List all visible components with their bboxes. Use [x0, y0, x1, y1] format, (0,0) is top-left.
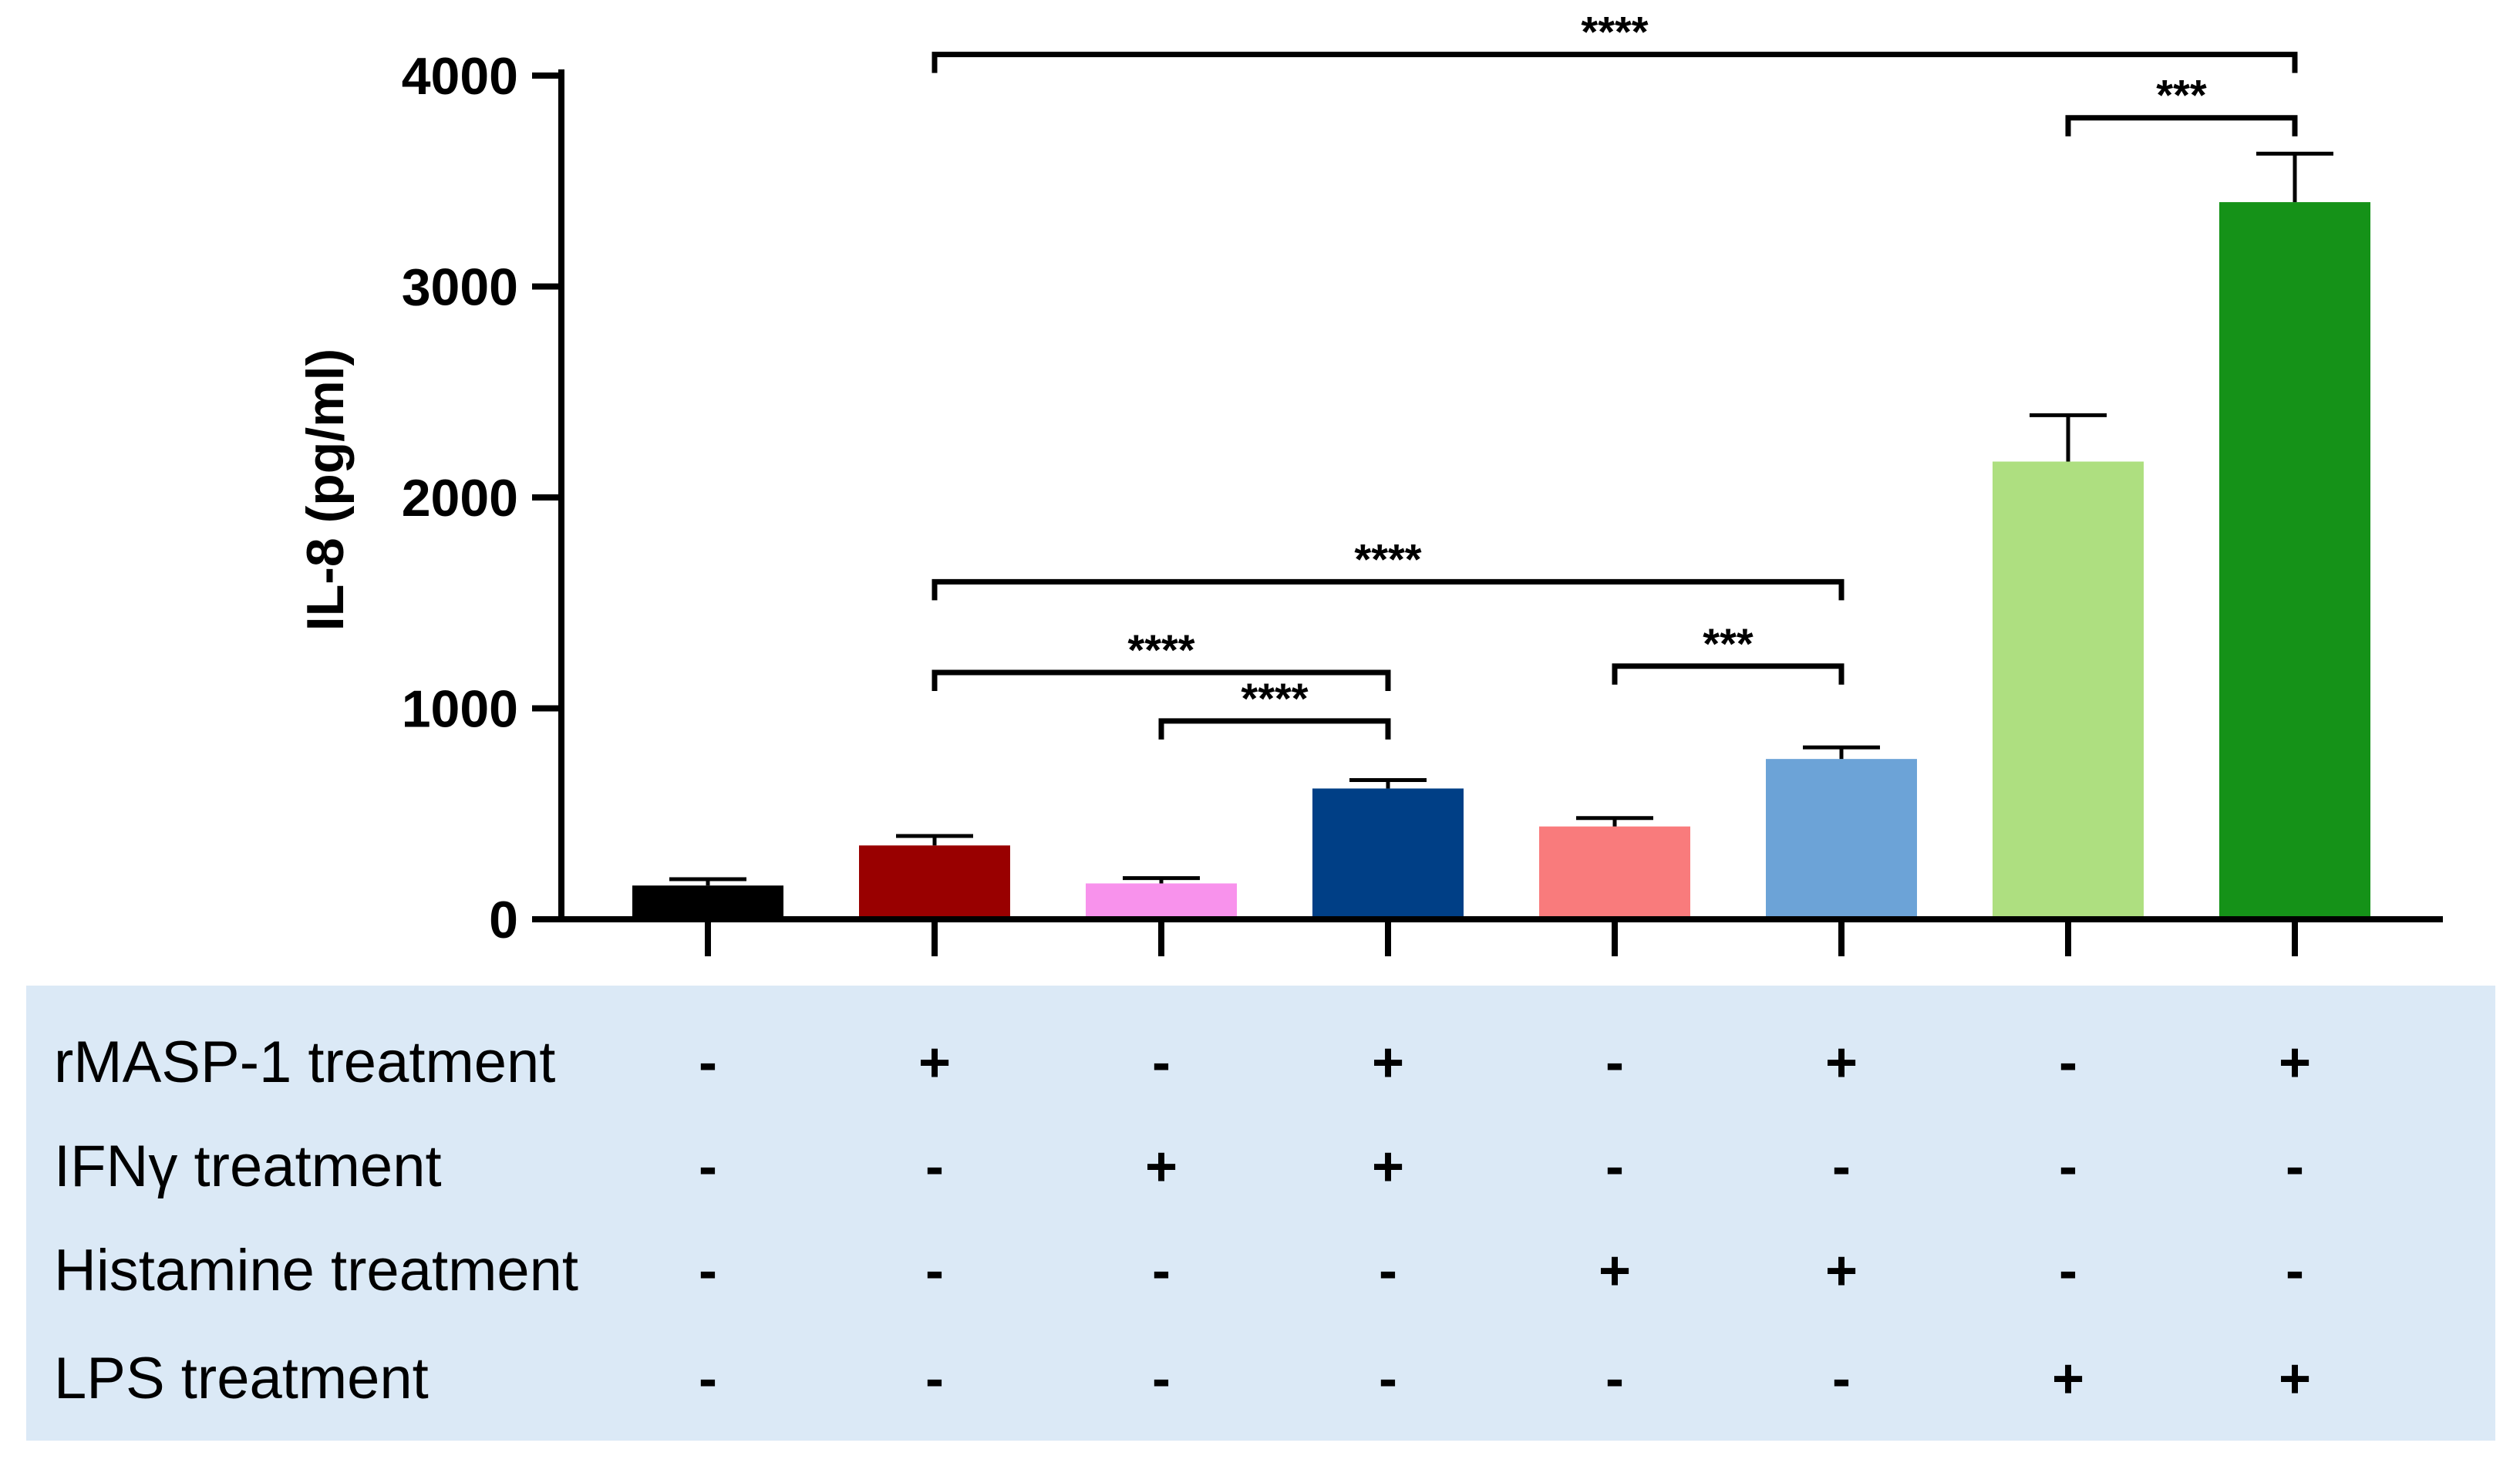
- y-axis-ticks: 0 1000 2000 3000 4000: [402, 47, 561, 949]
- treatment-row-label: Histamine treatment: [54, 1238, 579, 1303]
- significance-label: ****: [1241, 674, 1308, 723]
- significance-bracket: [1612, 663, 1845, 685]
- treatment-cell: +: [1144, 1136, 1178, 1198]
- significance-label: ****: [1581, 8, 1648, 56]
- bar-8: [2219, 202, 2370, 920]
- bar-6: [1766, 759, 1917, 919]
- significance-bracket: [2065, 115, 2298, 137]
- treatment-cell: -: [699, 1348, 717, 1410]
- treatment-cell: +: [1598, 1240, 1632, 1302]
- treatment-cell: -: [1605, 1348, 1624, 1410]
- treatment-cell: -: [1605, 1032, 1624, 1094]
- y-tick-label: 4000: [402, 47, 518, 106]
- treatment-cell: -: [2286, 1240, 2304, 1302]
- treatment-cell: +: [2278, 1348, 2312, 1410]
- treatment-cell: -: [1152, 1032, 1171, 1094]
- treatment-cell: +: [2278, 1032, 2312, 1094]
- bar-4: [1312, 788, 1464, 919]
- bar-1: [632, 885, 783, 919]
- y-axis-label: IL-8 (pg/ml): [296, 349, 355, 631]
- treatment-cell: -: [699, 1240, 717, 1302]
- treatment-cell: -: [1379, 1348, 1397, 1410]
- treatment-cell: -: [1152, 1348, 1171, 1410]
- treatment-cell: +: [1371, 1136, 1405, 1198]
- significance-label: ****: [1127, 625, 1194, 674]
- treatment-cell: -: [699, 1032, 717, 1094]
- treatment-cell: -: [699, 1136, 717, 1198]
- bar-3: [1086, 883, 1237, 919]
- significance-bracket: [932, 578, 1845, 601]
- significance-label: ***: [1703, 619, 1754, 668]
- treatment-cell: -: [1152, 1240, 1171, 1302]
- treatment-cell: -: [1605, 1136, 1624, 1198]
- x-axis-ticks: [705, 922, 2298, 956]
- treatment-cell: -: [2059, 1136, 2077, 1198]
- treatment-cell: -: [925, 1348, 944, 1410]
- treatment-row: LPS treatment - - - - - - + +: [26, 1333, 2495, 1425]
- treatment-cell: +: [1824, 1032, 1858, 1094]
- y-tick-label: 1000: [402, 680, 518, 739]
- treatment-cell: +: [1824, 1240, 1858, 1302]
- significance-bracket: [932, 52, 2298, 73]
- treatment-cell: -: [1379, 1240, 1397, 1302]
- treatment-cell: +: [1371, 1032, 1405, 1094]
- treatment-cell: -: [1832, 1348, 1851, 1410]
- treatment-cell: -: [925, 1240, 944, 1302]
- significance-label: ***: [2156, 71, 2207, 120]
- bar-7: [1993, 461, 2144, 919]
- bar-2: [859, 845, 1010, 919]
- bars: [632, 202, 2370, 920]
- treatment-cell: -: [1832, 1136, 1851, 1198]
- treatment-row: Histamine treatment - - - - + + - -: [26, 1225, 2495, 1317]
- treatment-row: rMASP-1 treatment - + - + - + - +: [26, 1016, 2495, 1109]
- treatment-cell: +: [2051, 1348, 2085, 1410]
- treatment-cell: -: [2059, 1032, 2077, 1094]
- treatment-row-label: rMASP-1 treatment: [54, 1030, 556, 1095]
- bar-5: [1539, 826, 1690, 919]
- y-tick-label: 3000: [402, 258, 518, 317]
- treatment-table: rMASP-1 treatment - + - + - + - + IFNγ treatment -…: [26, 986, 2495, 1441]
- treatment-cell: +: [918, 1032, 952, 1094]
- treatment-cell: -: [2286, 1136, 2304, 1198]
- treatment-cell: -: [925, 1136, 944, 1198]
- y-tick-label: 0: [489, 891, 518, 949]
- significance-bracket: [932, 669, 1391, 692]
- treatment-row-label: LPS treatment: [54, 1346, 429, 1411]
- error-bars: [669, 151, 2333, 886]
- significance-bracket: [1158, 718, 1391, 740]
- significance-label: ****: [1354, 534, 1421, 583]
- significance-brackets: **********************: [932, 8, 2298, 740]
- treatment-row: IFNγ treatment - - + + - - - -: [26, 1121, 2495, 1213]
- y-tick-label: 2000: [402, 469, 518, 528]
- treatment-cell: -: [2059, 1240, 2077, 1302]
- treatment-row-label: IFNγ treatment: [54, 1134, 442, 1199]
